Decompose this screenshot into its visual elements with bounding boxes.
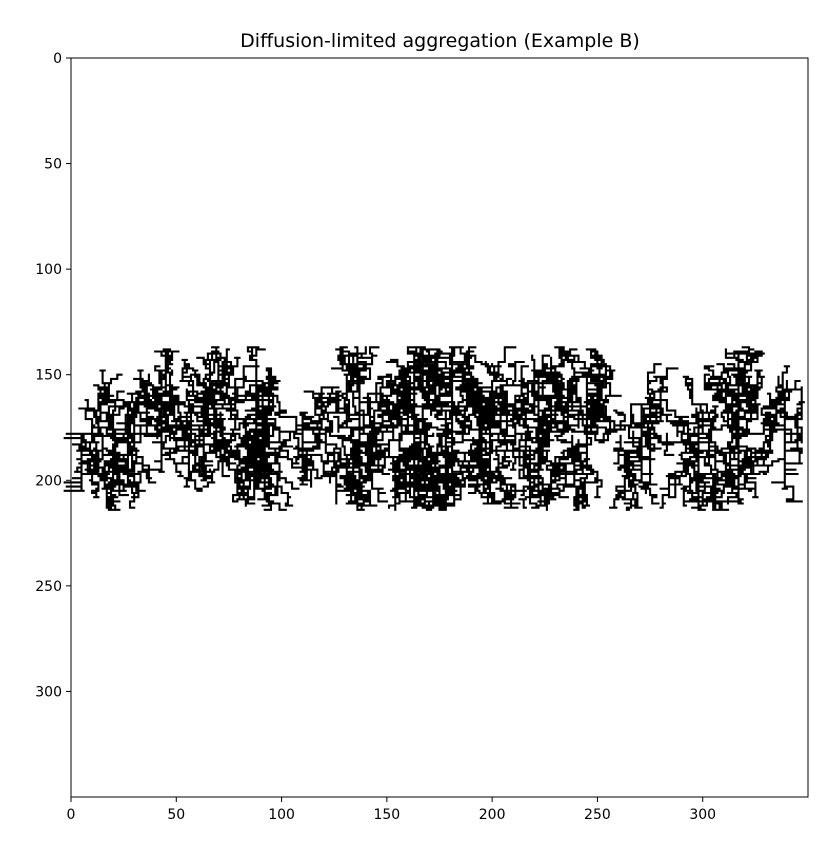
- x-tick-label: 200: [479, 807, 506, 823]
- x-axis: 0 50 100 150 200 250 300: [67, 797, 716, 823]
- x-tick-label: 300: [689, 807, 716, 823]
- y-tick-label: 200: [35, 473, 62, 489]
- dla-cluster: [63, 346, 805, 511]
- chart-title: Diffusion-limited aggregation (Example B…: [240, 30, 640, 52]
- x-tick-label: 100: [268, 807, 295, 823]
- y-axis: 0 50 100 150 200 250 300: [35, 51, 71, 700]
- y-tick-label: 0: [53, 51, 62, 67]
- y-tick-label: 150: [35, 368, 62, 384]
- cluster-pixels: [63, 346, 805, 511]
- plot-frame: [70, 57, 809, 798]
- x-tick-label: 50: [167, 807, 185, 823]
- y-tick-label: 50: [44, 157, 62, 173]
- x-tick-label: 0: [67, 807, 76, 823]
- x-tick-label: 250: [584, 807, 611, 823]
- x-tick-label: 150: [373, 807, 400, 823]
- y-tick-label: 250: [35, 579, 62, 595]
- y-tick-label: 100: [35, 262, 62, 278]
- y-tick-label: 300: [35, 684, 62, 700]
